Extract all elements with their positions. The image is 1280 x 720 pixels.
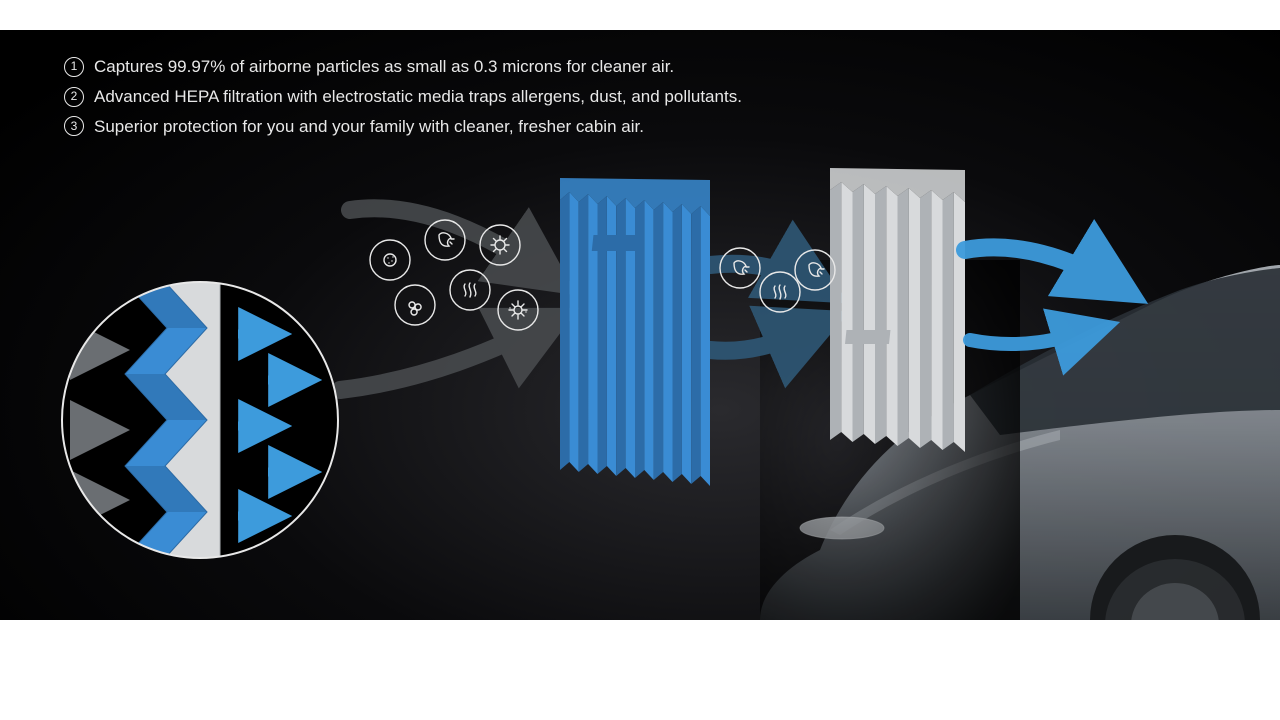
spore-icon <box>395 285 435 325</box>
white-filter-panel <box>830 168 965 452</box>
infographic-canvas: 1 Captures 99.97% of airborne particles … <box>0 30 1280 620</box>
microbe-icon <box>370 240 410 280</box>
odor-icon <box>450 270 490 310</box>
pollen-icon <box>498 290 538 330</box>
diagram-svg <box>0 30 1280 620</box>
blue-filter-panel <box>560 178 710 486</box>
filter-crosssection-detail <box>60 280 340 560</box>
